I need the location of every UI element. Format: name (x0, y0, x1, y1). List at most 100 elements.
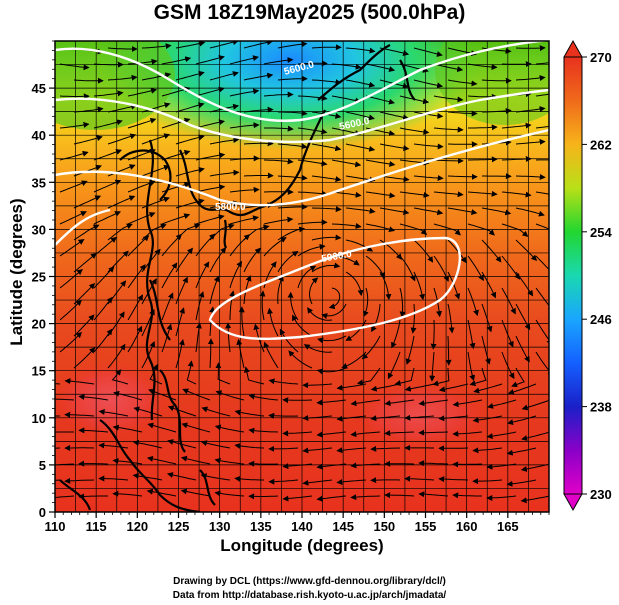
streamline (175, 198, 205, 209)
streamline (501, 319, 514, 348)
streamline (195, 55, 225, 65)
y-tick-label: 40 (32, 128, 46, 143)
streamline (302, 382, 333, 389)
streamline (379, 143, 410, 152)
streamline (229, 234, 251, 257)
streamline (429, 351, 436, 382)
colorbar-tick-label: 238 (590, 400, 612, 415)
x-tick-label: 140 (291, 519, 313, 534)
x-tick-label: 155 (415, 519, 437, 534)
streamline (447, 173, 478, 180)
streamline (141, 133, 171, 145)
streamline (112, 457, 143, 465)
colorbar-max-triangle (563, 39, 583, 58)
streamline (78, 393, 109, 401)
streamline (345, 319, 367, 341)
streamline (486, 431, 517, 440)
streamline (350, 494, 381, 501)
streamline (292, 314, 313, 337)
streamline (215, 390, 245, 401)
streamline (511, 367, 525, 388)
y-tick-label: 30 (32, 222, 46, 237)
contour-label-5800: 5800.0 (215, 202, 246, 213)
streamline (316, 495, 347, 502)
streamline (59, 331, 83, 353)
streamline (238, 306, 245, 337)
streamline (93, 296, 113, 321)
streamline (413, 239, 434, 263)
contour-label-5900: 5900.0 (321, 249, 353, 265)
streamline (336, 383, 367, 391)
streamline (93, 119, 123, 129)
x-tick-label: 115 (86, 519, 107, 534)
streamline (433, 157, 464, 164)
streamline (278, 110, 308, 117)
streamline (365, 63, 396, 72)
streamline (112, 490, 143, 497)
streamline (282, 463, 313, 470)
streamline (73, 195, 102, 209)
streamline (535, 93, 549, 97)
streamline (341, 351, 367, 369)
streamline (268, 478, 299, 485)
contour-line-5600-east (55, 88, 549, 144)
y-tick-label: 15 (32, 364, 46, 379)
streamline (452, 492, 482, 499)
streamline (282, 430, 313, 437)
streamline (282, 495, 313, 502)
streamline (418, 491, 449, 498)
streamline (107, 46, 138, 52)
streamline (195, 86, 225, 97)
streamline (433, 223, 461, 236)
streamline (413, 111, 444, 119)
x-tick-label: 125 (168, 519, 190, 534)
streamline (438, 383, 469, 393)
streamline (93, 179, 122, 193)
streamline (507, 415, 537, 426)
streamline (141, 278, 157, 305)
streamline (98, 475, 129, 482)
streamline (248, 460, 279, 467)
streamline (73, 224, 100, 241)
streamline (486, 495, 517, 501)
streamline (370, 415, 401, 422)
streamline (209, 169, 240, 177)
streamline (404, 475, 435, 482)
streamline (175, 102, 205, 113)
y-tick-label: 20 (32, 317, 46, 332)
streamline (316, 431, 347, 438)
streamline (73, 106, 104, 113)
streamline (243, 247, 261, 273)
streamline (501, 351, 515, 380)
streamline (113, 390, 143, 401)
streamline (515, 106, 546, 113)
streamline (447, 303, 455, 334)
streamline (297, 60, 328, 67)
streamline (73, 77, 104, 84)
streamline (365, 159, 396, 167)
streamline (432, 367, 450, 387)
streamline (550, 368, 563, 386)
streamline (141, 72, 172, 81)
streamline (229, 155, 260, 162)
contour-labels: 5600.0 5600.0 5800.0 5900.0 (215, 59, 371, 265)
streamline (259, 290, 266, 321)
streamline (487, 399, 517, 409)
streamline (209, 41, 239, 49)
streamline (93, 90, 124, 97)
streamline (365, 223, 395, 233)
streamline (186, 360, 197, 385)
streamline (268, 378, 299, 385)
streamline (229, 260, 243, 289)
streamline (399, 287, 406, 318)
streamline (243, 275, 252, 305)
streamline (215, 362, 231, 385)
streamline (331, 63, 362, 70)
streamline (297, 190, 328, 197)
streamline (399, 223, 428, 235)
streamline (107, 103, 138, 113)
streamline (146, 488, 177, 497)
streamline (413, 79, 444, 89)
streamline (311, 143, 342, 152)
